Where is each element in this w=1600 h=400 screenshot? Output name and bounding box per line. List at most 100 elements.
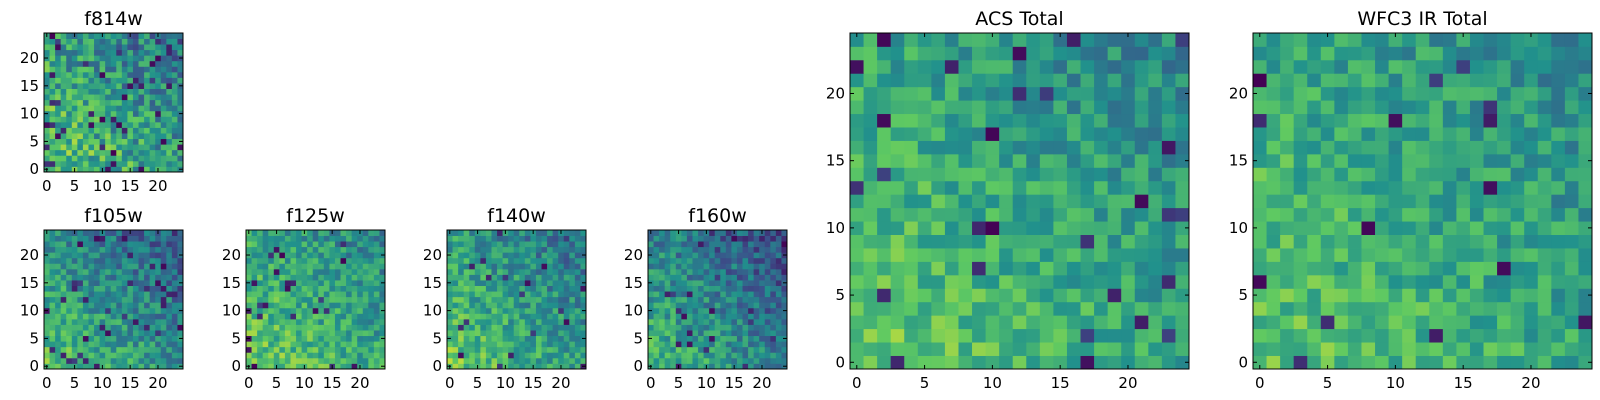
heatmap-cell [368, 285, 375, 292]
heatmap-cell [94, 230, 100, 236]
heatmap-cell [268, 324, 275, 331]
heatmap-cell [742, 324, 749, 331]
heatmap-cell [985, 315, 1000, 330]
heatmap-cell [725, 307, 732, 314]
heatmap-cell [171, 324, 178, 331]
heatmap-cell [121, 341, 128, 348]
heatmap-cell [88, 263, 95, 270]
heatmap-cell [1456, 301, 1471, 316]
heatmap-cell [648, 235, 654, 242]
heatmap-cell [132, 133, 139, 140]
x-tick-label: 10 [496, 374, 515, 392]
heatmap-cell [569, 357, 576, 364]
heatmap-cell [1347, 234, 1362, 249]
heatmap-cell [1320, 355, 1335, 370]
heatmap-cell [149, 252, 156, 259]
heatmap-cell [121, 99, 128, 106]
heatmap-cell [850, 234, 864, 249]
heatmap-cell [340, 341, 347, 348]
heatmap-cell [251, 257, 258, 264]
heatmap-cell [368, 346, 375, 353]
heatmap-cell [748, 363, 755, 370]
heatmap-cell [698, 357, 704, 364]
heatmap-cell [66, 88, 73, 95]
heatmap-cell [1361, 248, 1376, 262]
heatmap-cell [116, 357, 123, 364]
heatmap-cell [736, 313, 743, 320]
heatmap-cell [1320, 33, 1335, 47]
heatmap-cell [368, 241, 375, 248]
heatmap-cell [770, 352, 777, 359]
heatmap-cell [1053, 342, 1068, 356]
heatmap-cell [66, 133, 73, 140]
heatmap-cell [1388, 328, 1403, 343]
heatmap-cell [357, 307, 364, 314]
heatmap-cell [720, 302, 727, 309]
heatmap-cell [1121, 248, 1136, 262]
heatmap-cell [458, 252, 465, 259]
heatmap-cell [508, 307, 515, 314]
heatmap-cell [1148, 234, 1163, 249]
heatmap-cell [999, 328, 1014, 343]
heatmap-cell [110, 133, 117, 140]
heatmap-cell [1012, 207, 1027, 222]
heatmap-cell [166, 88, 173, 95]
heatmap-cell [736, 296, 743, 303]
heatmap-cell [664, 363, 671, 370]
heatmap-cell [1026, 113, 1041, 128]
heatmap-cell [1564, 167, 1579, 182]
heatmap-cell [463, 268, 470, 275]
heatmap-cell [351, 291, 358, 298]
heatmap-cell [127, 252, 134, 259]
heatmap-cell [1347, 355, 1362, 370]
heatmap-cell [714, 280, 721, 286]
heatmap-cell [1107, 59, 1122, 74]
heatmap-cell [1524, 248, 1539, 262]
heatmap-cell [764, 341, 771, 348]
heatmap-cell [681, 268, 688, 275]
heatmap-cell [653, 235, 660, 242]
heatmap-cell [686, 302, 693, 309]
heatmap-cell [273, 307, 280, 314]
heatmap-cell [659, 363, 666, 370]
heatmap-cell [166, 235, 173, 242]
heatmap-cell [458, 313, 465, 320]
heatmap-cell [144, 127, 151, 134]
heatmap-cell [171, 121, 178, 128]
heatmap-cell [1266, 342, 1281, 356]
heatmap-cell [279, 357, 286, 364]
heatmap-cell [1361, 328, 1376, 343]
heatmap-cell [1388, 342, 1403, 356]
heatmap-cell [681, 357, 688, 364]
heatmap-cell [88, 99, 95, 106]
heatmap-cell [1564, 33, 1579, 47]
heatmap-cell [1347, 207, 1362, 222]
heatmap-cell [748, 252, 755, 259]
heatmap-cell [863, 355, 878, 370]
heatmap-cell [127, 133, 134, 140]
heatmap-cell [1107, 86, 1122, 101]
heatmap-cell [890, 180, 905, 195]
heatmap-cell [55, 335, 62, 342]
heatmap-cell [82, 268, 89, 275]
heatmap-cell [312, 318, 319, 325]
heatmap-cell [116, 235, 123, 242]
heatmap-cell [759, 285, 766, 292]
heatmap-cell [323, 313, 330, 320]
heatmap-cell [1053, 33, 1068, 47]
heatmap-cell [502, 324, 509, 331]
heatmap-cell [1469, 167, 1484, 182]
heatmap-cell [863, 73, 878, 88]
heatmap-cell [94, 99, 100, 106]
heatmap-cell [670, 285, 677, 292]
heatmap-cell [877, 33, 892, 47]
heatmap-cell [552, 274, 559, 281]
heatmap-cell [1148, 355, 1163, 370]
heatmap-cell [524, 291, 531, 298]
heatmap-cell [675, 274, 682, 281]
heatmap-cell [155, 252, 162, 259]
heatmap-cell [307, 285, 314, 292]
heatmap-cell [1578, 248, 1593, 262]
heatmap-cell [105, 313, 112, 320]
heatmap-cell [307, 274, 314, 281]
